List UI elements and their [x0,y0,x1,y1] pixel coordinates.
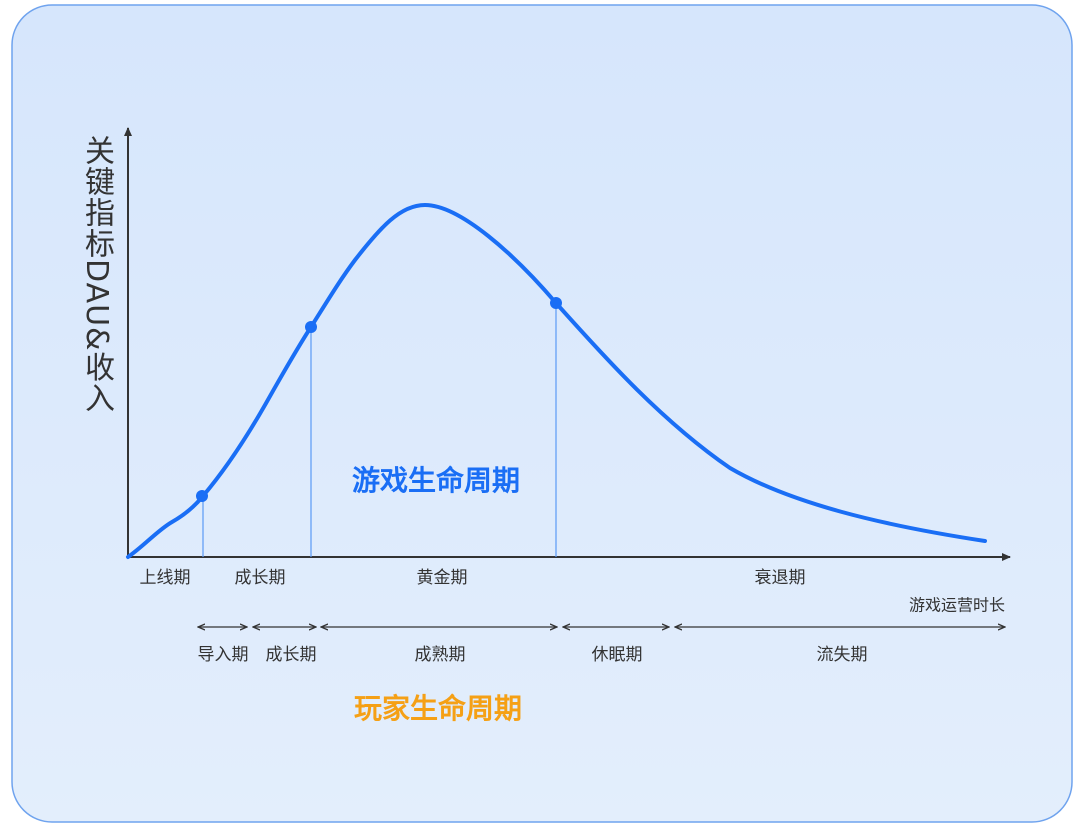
y-axis-label: 关键指标DAU&收入 [79,135,114,414]
player-stage: 流失期 [817,645,868,665]
card [11,4,1073,823]
game-stage: 黄金期 [417,568,468,588]
point [305,321,317,333]
player-stage: 导入期 [198,645,249,665]
player-stage: 休眠期 [592,645,643,665]
game-stage: 成长期 [235,568,286,588]
player-stage: 成熟期 [415,644,466,665]
player-stage: 成长期 [266,645,317,665]
point [196,490,208,502]
point [550,297,562,309]
player-lifecycle-title: 玩家生命周期 [354,692,522,725]
game-stage: 衰退期 [755,568,806,588]
curve-points [196,297,562,502]
x-axis-label: 游戏运营时长 [909,596,1005,615]
stage-dividers [202,303,557,557]
game-lifecycle-title: 游戏生命周期 [352,464,520,497]
game-stage: 上线期 [140,568,191,588]
